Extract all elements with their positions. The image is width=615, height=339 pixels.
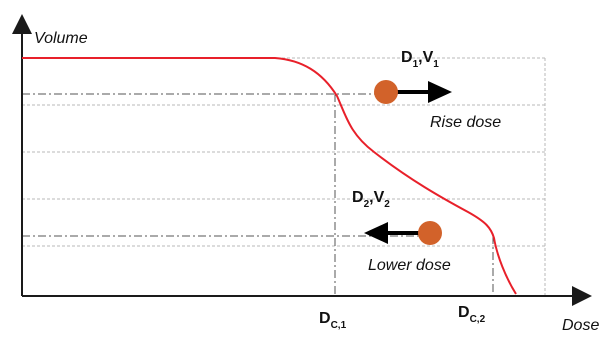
guides	[22, 93, 494, 296]
p1-d: D	[401, 49, 413, 66]
p2-v: V	[374, 189, 385, 206]
p2-v-sub: 2	[384, 199, 390, 210]
p1-v-sub: 1	[433, 59, 439, 70]
dc2-label: DC,2	[458, 304, 486, 325]
y-axis-label: Volume	[34, 30, 88, 47]
p2-d-sub: 2	[364, 199, 370, 210]
point-1-ball	[374, 80, 398, 104]
p1-v: V	[423, 49, 434, 66]
point-1-label: D1,V1	[401, 49, 439, 70]
dc1-main: D	[319, 310, 331, 327]
p2-d: D	[352, 189, 364, 206]
grid	[22, 57, 546, 296]
lower-dose-label: Lower dose	[368, 257, 451, 274]
point-2	[364, 221, 442, 245]
dvh-curve	[22, 57, 517, 295]
dc1-sub: C,1	[331, 320, 347, 331]
point-2-label: D2,V2	[352, 189, 390, 210]
rise-dose-label: Rise dose	[430, 114, 501, 131]
point-1	[374, 80, 452, 104]
p1-d-sub: 1	[413, 59, 419, 70]
rise-arrow-icon	[428, 81, 452, 103]
p2-comma: ,	[369, 189, 373, 206]
x-axis-label: Dose	[562, 317, 599, 334]
point-2-ball	[418, 221, 442, 245]
axes	[12, 14, 592, 306]
dc2-main: D	[458, 304, 470, 321]
p1-comma: ,	[418, 49, 422, 66]
dc2-sub: C,2	[470, 314, 486, 325]
dc1-label: DC,1	[319, 310, 347, 331]
lower-arrow-icon	[364, 222, 388, 244]
